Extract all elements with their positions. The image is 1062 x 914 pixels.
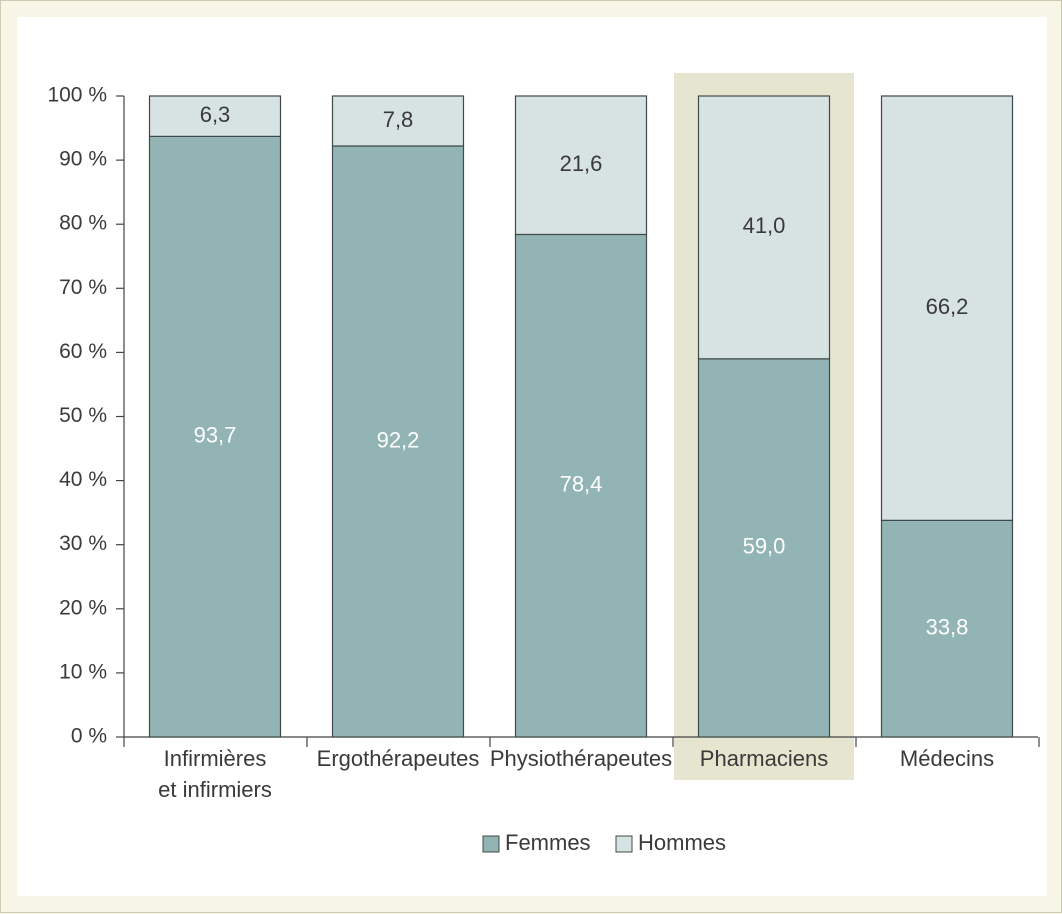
y-tick-label: 0 % bbox=[71, 725, 107, 748]
legend-swatch-hommes bbox=[615, 835, 633, 853]
y-tick-label: 90 % bbox=[59, 148, 107, 171]
bar-femmes bbox=[697, 358, 831, 738]
data-label-femmes: 92,2 bbox=[377, 427, 420, 452]
bar-femmes bbox=[331, 145, 465, 738]
data-label-femmes: 59,0 bbox=[743, 534, 786, 559]
bar-hommes bbox=[697, 95, 831, 360]
y-tick-label: 30 % bbox=[59, 532, 107, 555]
data-label-femmes: 93,7 bbox=[194, 423, 237, 448]
y-tick-label: 10 % bbox=[59, 660, 107, 683]
y-tick-label: 70 % bbox=[59, 276, 107, 299]
legend-swatch-femmes bbox=[482, 835, 500, 853]
category-label: Infirmières bbox=[164, 746, 267, 771]
data-label-femmes: 78,4 bbox=[560, 472, 603, 497]
bar-hommes bbox=[331, 95, 465, 147]
legend-label-femmes: Femmes bbox=[505, 830, 591, 855]
legend-label-hommes: Hommes bbox=[638, 830, 726, 855]
category-label: Pharmaciens bbox=[700, 746, 828, 771]
bar-femmes bbox=[880, 519, 1014, 738]
y-tick-label: 80 % bbox=[59, 212, 107, 235]
data-label-hommes: 7,8 bbox=[383, 107, 414, 132]
bar-femmes bbox=[514, 233, 648, 738]
data-label-femmes: 33,8 bbox=[926, 614, 969, 639]
category-label: Ergothérapeutes bbox=[317, 746, 480, 771]
y-tick-label: 20 % bbox=[59, 596, 107, 619]
bar-hommes bbox=[880, 95, 1014, 521]
category-label: Médecins bbox=[900, 746, 994, 771]
category-label: et infirmiers bbox=[158, 777, 272, 802]
data-label-hommes: 66,2 bbox=[926, 294, 969, 319]
y-tick-label: 40 % bbox=[59, 468, 107, 491]
data-label-hommes: 41,0 bbox=[743, 213, 786, 238]
y-tick-label: 50 % bbox=[59, 404, 107, 427]
category-label: Physiothérapeutes bbox=[490, 746, 672, 771]
data-label-hommes: 6,3 bbox=[200, 102, 231, 127]
bar-hommes bbox=[148, 95, 282, 137]
data-label-hommes: 21,6 bbox=[560, 151, 603, 176]
y-tick-label: 100 % bbox=[47, 84, 107, 107]
bar-hommes bbox=[514, 95, 648, 236]
y-tick-label: 60 % bbox=[59, 340, 107, 363]
